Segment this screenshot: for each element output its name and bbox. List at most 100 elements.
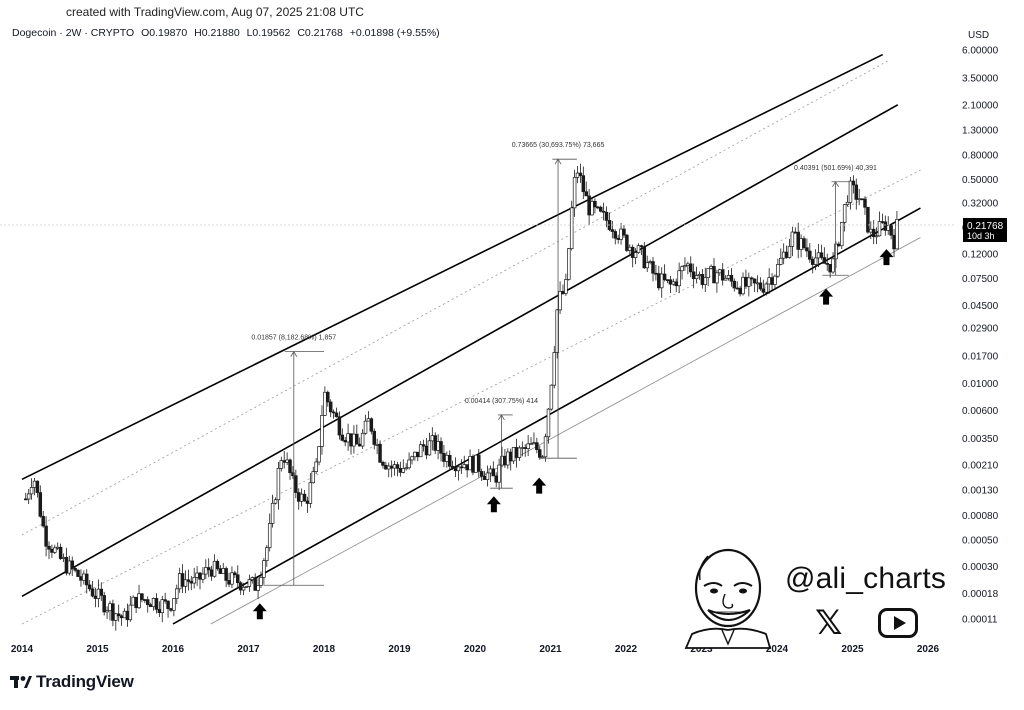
candle-body bbox=[128, 604, 133, 621]
candle-body bbox=[840, 222, 844, 247]
candle-body bbox=[326, 391, 330, 403]
candle-body bbox=[50, 548, 54, 553]
price-axis-bg bbox=[955, 40, 1020, 650]
candle-body bbox=[796, 232, 800, 250]
symbol-name[interactable]: Dogecoin · 2W · CRYPTO bbox=[12, 27, 135, 39]
candle-body bbox=[732, 280, 737, 289]
candle-body bbox=[488, 468, 493, 474]
candle-body bbox=[625, 234, 629, 251]
price-axis[interactable]: 6.00000 3.50000 2.10000 1.30000 0.80000 0.500… bbox=[962, 46, 999, 626]
time-tick-label: 2021 bbox=[539, 644, 562, 655]
candle-body bbox=[291, 472, 295, 477]
candle-body bbox=[866, 206, 870, 233]
candle-body bbox=[369, 418, 374, 432]
candle-body bbox=[328, 401, 333, 413]
candle-body bbox=[218, 568, 223, 574]
price-tick-label: 1.30000 bbox=[962, 125, 999, 136]
time-tick-label: 2022 bbox=[615, 644, 638, 655]
candle-body bbox=[233, 572, 237, 576]
x-icon: 𝕏 bbox=[815, 603, 843, 643]
candle-body bbox=[70, 560, 74, 569]
candle-body bbox=[447, 454, 452, 467]
social-icons: 𝕏 bbox=[815, 603, 919, 643]
candle-body bbox=[192, 577, 196, 584]
candle-body bbox=[53, 547, 57, 553]
candle-body bbox=[61, 557, 66, 559]
candle-body bbox=[201, 573, 205, 580]
candle-body bbox=[387, 465, 391, 470]
candle-body bbox=[154, 598, 159, 610]
candle-body bbox=[552, 352, 557, 386]
candle-body bbox=[508, 451, 513, 462]
candle-body bbox=[285, 459, 289, 463]
candle-body bbox=[535, 442, 539, 450]
candle-body bbox=[450, 465, 455, 468]
price-tick-label: 0.00011 bbox=[962, 615, 998, 626]
candle-body bbox=[430, 435, 435, 442]
candle-body bbox=[755, 282, 760, 285]
candle-body bbox=[357, 443, 362, 447]
candle-body bbox=[67, 560, 72, 574]
candle-body bbox=[842, 204, 847, 223]
candle-body bbox=[116, 613, 121, 617]
candle-body bbox=[523, 447, 527, 449]
candle-body bbox=[564, 279, 568, 294]
currency-label: USD bbox=[968, 30, 989, 41]
candle-body bbox=[410, 456, 414, 461]
candle-body bbox=[683, 265, 687, 268]
candle-body bbox=[334, 412, 339, 418]
candle-body bbox=[558, 290, 562, 311]
price-tick-label: 0.80000 bbox=[962, 151, 999, 162]
candle-body bbox=[221, 568, 225, 574]
candle-body bbox=[787, 245, 792, 258]
candle-body bbox=[96, 588, 101, 599]
candle-body bbox=[491, 468, 496, 477]
candle-body bbox=[465, 464, 469, 471]
candle-body bbox=[143, 599, 147, 601]
candle-body bbox=[567, 248, 571, 280]
caricature-avatar bbox=[684, 548, 772, 649]
candle-body bbox=[479, 471, 484, 477]
candle-body bbox=[712, 266, 716, 284]
tradingview-logo[interactable]: TradingView bbox=[10, 672, 134, 692]
candles bbox=[24, 163, 899, 631]
candle-body bbox=[157, 609, 162, 613]
candle-body bbox=[389, 465, 394, 469]
candle-body bbox=[47, 545, 51, 550]
time-tick-label: 2025 bbox=[841, 644, 864, 655]
time-axis[interactable]: 2014 2015 2016 2017 2018 2019 2020 2021 2022 2023… bbox=[11, 644, 940, 655]
candle-body bbox=[810, 258, 815, 265]
candle-body bbox=[340, 434, 345, 441]
candle-body bbox=[784, 251, 789, 258]
candle-body bbox=[642, 246, 647, 269]
ohlc-change: +0.01898 (+9.55%) bbox=[349, 27, 440, 39]
candle-body bbox=[166, 600, 170, 609]
candle-body bbox=[244, 586, 249, 588]
candle-body bbox=[459, 466, 464, 469]
candle-body bbox=[471, 456, 475, 473]
candle-body bbox=[227, 580, 231, 585]
price-tick-label: 0.01000 bbox=[962, 379, 999, 390]
current-price-tag bbox=[963, 218, 1007, 242]
candle-body bbox=[82, 573, 86, 581]
candle-body bbox=[863, 198, 867, 208]
candle-body bbox=[265, 547, 269, 561]
candle-body bbox=[538, 449, 542, 458]
candle-body bbox=[90, 588, 95, 597]
candle-body bbox=[320, 415, 324, 447]
price-tick-label: 0.00050 bbox=[962, 536, 999, 547]
candle-body bbox=[529, 443, 533, 445]
candle-body bbox=[715, 272, 719, 284]
candle-body bbox=[686, 263, 690, 267]
candle-body bbox=[93, 595, 98, 599]
candle-body bbox=[726, 275, 731, 279]
candle-body bbox=[613, 231, 618, 239]
candle-body bbox=[860, 198, 864, 201]
candle-body bbox=[145, 599, 150, 605]
time-tick-label: 2019 bbox=[388, 644, 411, 655]
candle-body bbox=[781, 251, 786, 259]
candle-body bbox=[111, 603, 115, 621]
candle-body bbox=[802, 238, 806, 249]
